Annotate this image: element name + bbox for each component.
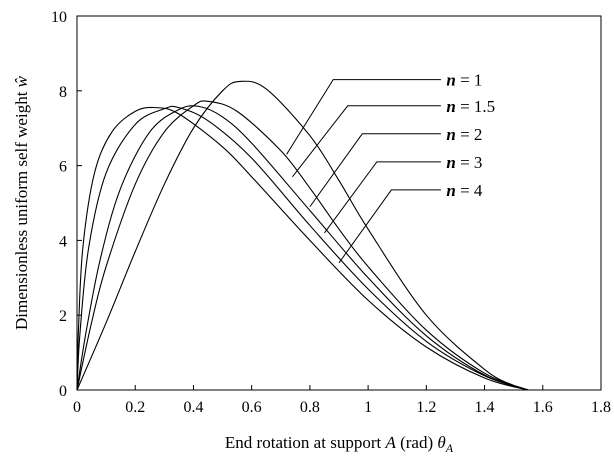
x-tick-label: 0.2 xyxy=(125,399,145,416)
x-tick-label: 1.2 xyxy=(416,399,436,416)
legend-leader-3 xyxy=(309,133,441,208)
x-axis-label: End rotation at support A (rad) θA xyxy=(225,433,454,455)
x-tick-label: 0.4 xyxy=(183,399,203,416)
legend-leader-1 xyxy=(286,79,441,155)
y-tick-label: 2 xyxy=(59,308,67,325)
x-axis-label-var: A xyxy=(384,433,396,452)
x-axis-ticks: 0 0.2 0.4 0.6 0.8 1 1.2 1.4 1.6 1.8 xyxy=(73,385,611,416)
legend-leader-4 xyxy=(324,161,441,234)
legend-label-4: n = 3 xyxy=(446,153,482,172)
y-tick-label: 10 xyxy=(51,9,67,26)
series-lines xyxy=(76,80,529,391)
y-tick-label: 8 xyxy=(59,84,67,101)
series-line-2 xyxy=(76,100,529,391)
x-axis-label-pre: End rotation at support xyxy=(225,433,386,452)
x-axis-label-mid: (rad) xyxy=(396,433,438,452)
y-tick-label: 0 xyxy=(59,383,67,400)
x-tick-label: 1 xyxy=(364,399,372,416)
x-tick-label: 1.4 xyxy=(475,399,495,416)
legend-leader-2 xyxy=(292,105,441,178)
y-axis-label: Dimensionless uniform self weight ŵ xyxy=(12,75,31,330)
series-line-1 xyxy=(76,80,529,391)
x-tick-label: 1.6 xyxy=(533,399,553,416)
series-line-3 xyxy=(76,105,529,391)
x-tick-label: 0 xyxy=(73,399,81,416)
y-tick-label: 6 xyxy=(59,159,67,176)
y-tick-label: 4 xyxy=(59,233,67,250)
plot-frame xyxy=(76,15,602,391)
legend-callouts: n = 1 n = 1.5 n = 2 n = 3 n = 4 xyxy=(286,71,495,264)
legend-label-2: n = 1.5 xyxy=(446,97,495,116)
series-line-5 xyxy=(76,106,529,391)
legend-label-3: n = 2 xyxy=(446,125,482,144)
y-axis-label-symbol: ŵ xyxy=(12,75,31,87)
x-tick-label: 0.8 xyxy=(300,399,320,416)
series-line-4 xyxy=(76,105,529,391)
x-axis-label-sub: A xyxy=(445,441,454,455)
x-axis-label-theta: θ xyxy=(437,433,445,452)
x-tick-label: 0.6 xyxy=(242,399,262,416)
legend-label-1: n = 1 xyxy=(446,71,482,90)
y-axis-label-text: Dimensionless uniform self weight xyxy=(12,87,31,330)
x-tick-label: 1.8 xyxy=(591,399,611,416)
legend-leader-5 xyxy=(338,189,441,264)
legend-label-5: n = 4 xyxy=(446,181,483,200)
